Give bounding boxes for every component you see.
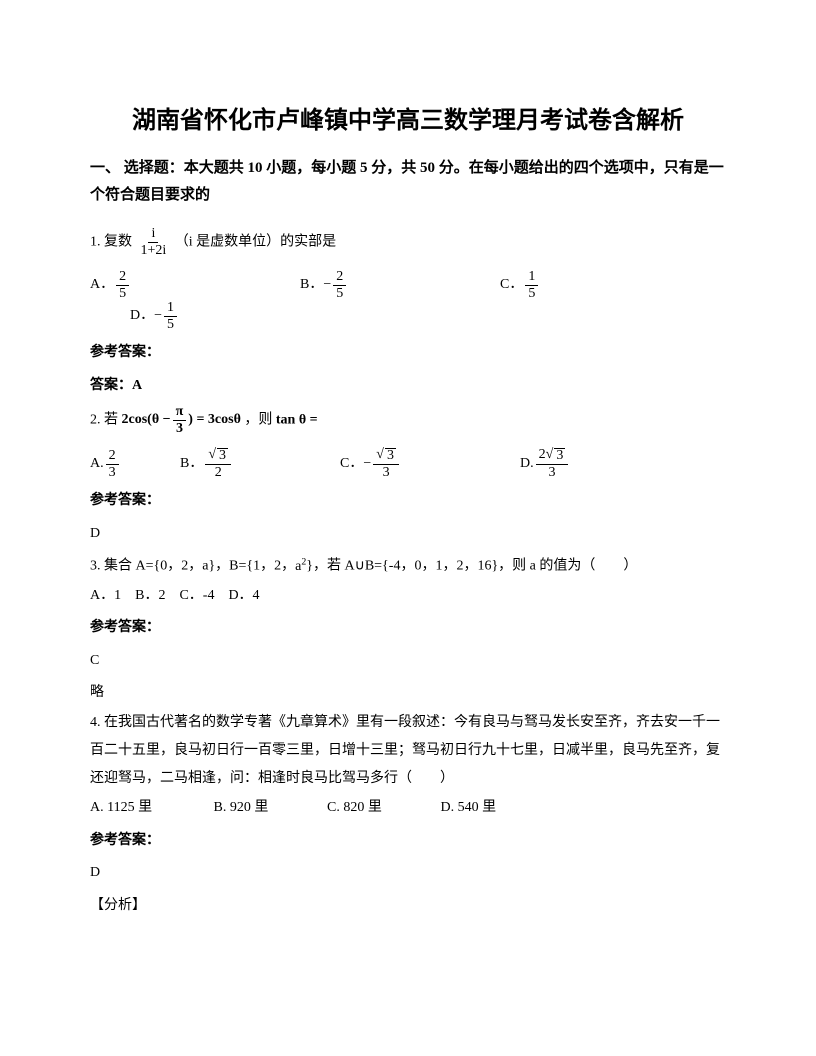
q4-options: A. 1125 里 B. 920 里 C. 820 里 D. 540 里 xyxy=(90,795,726,822)
q2-answer-ref: 参考答案： xyxy=(90,488,726,515)
question-2: 2. 若 2cos(θ − π 3 ) = 3cosθ ，则 tan θ = A… xyxy=(90,405,726,547)
minus-sign: − xyxy=(323,272,331,299)
q2-number: 2. xyxy=(90,413,104,428)
label-c: C． xyxy=(340,451,363,478)
q3-options: A．1 B．2 C．-4 D．4 xyxy=(90,583,726,610)
q2-b-frac: √3 2 xyxy=(205,448,231,480)
q2-opt-a: A. 2 3 xyxy=(90,448,170,480)
q4-opt-d: D. 540 里 xyxy=(441,795,497,822)
label-b: B． xyxy=(300,272,323,299)
q1-expr-den: 1+2i xyxy=(138,243,170,258)
label-a2: A. xyxy=(90,451,104,478)
q2-opt-c: C． − √3 3 xyxy=(340,448,510,480)
sqrt-icon: √3 xyxy=(208,448,228,463)
q1-opt-d: D． − 1 5 xyxy=(130,301,179,332)
q4-answer: D xyxy=(90,860,726,887)
q4-text: 在我国古代著名的数学专著《九章算术》里有一段叙述：今有良马与驽马发长安至齐，齐去… xyxy=(90,715,720,786)
q1-expr-frac: i 1+2i xyxy=(138,227,170,258)
section-1-header: 一、 选择题：本大题共 10 小题，每小题 5 分，共 50 分。在每小题给出的… xyxy=(90,155,726,209)
q1-opt-c: C． 1 5 xyxy=(500,270,650,301)
q2-eq-frac: π 3 xyxy=(173,405,187,436)
q2-options: A. 2 3 B． √3 2 C． − √3 3 xyxy=(90,448,726,480)
q4-opt-b: B. 920 里 xyxy=(214,795,324,822)
q1-answer: A xyxy=(132,378,142,393)
q3-omit: 略 xyxy=(90,680,726,707)
q4-stem: 4. 在我国古代著名的数学专著《九章算术》里有一段叙述：今有良马与驽马发长安至齐… xyxy=(90,709,726,793)
q3-stem: 3. 集合 A={0，2，a}，B={1，2，a2}，若 A∪B={-4，0，1… xyxy=(90,553,726,580)
q1-mid: （i 是虚数单位）的实部是 xyxy=(175,235,336,250)
q2-opt-d: D. 2√3 3 xyxy=(520,448,570,480)
q1-options: A． 2 5 B． − 2 5 C． 1 5 xyxy=(90,270,726,332)
q4-opt-c: C. 820 里 xyxy=(327,795,437,822)
exam-page: 湖南省怀化市卢峰镇中学高三数学理月考试卷含解析 一、 选择题：本大题共 10 小… xyxy=(0,0,816,1056)
q4-answer-ref: 参考答案： xyxy=(90,828,726,855)
question-1: 1. 复数 i 1+2i （i 是虚数单位）的实部是 A． 2 5 B． − 2 xyxy=(90,227,726,399)
q1-a-frac: 2 5 xyxy=(116,270,129,301)
q1-answer-ref: 参考答案： xyxy=(90,340,726,367)
q2-c-frac: √3 3 xyxy=(373,448,399,480)
q1-d-frac: 1 5 xyxy=(164,301,177,332)
q4-analysis: 【分析】 xyxy=(90,893,726,920)
q4-opt-a: A. 1125 里 xyxy=(90,795,210,822)
q2-eq: 2cos(θ − π 3 ) = 3cosθ xyxy=(122,405,241,436)
q3-line1a: 集合 A={0，2，a}，B={1，2， xyxy=(104,559,295,574)
q3-answer: C xyxy=(90,648,726,675)
q2-mid: ，则 xyxy=(244,413,276,428)
answer-is-label: 答案： xyxy=(90,378,132,393)
question-4: 4. 在我国古代著名的数学专著《九章算术》里有一段叙述：今有良马与驽马发长安至齐… xyxy=(90,709,726,919)
question-3: 3. 集合 A={0，2，a}，B={1，2，a2}，若 A∪B={-4，0，1… xyxy=(90,553,726,707)
minus-sign: − xyxy=(154,303,162,330)
q2-eq-close: ) = 3cosθ xyxy=(188,407,241,434)
q2-pre: 若 xyxy=(104,413,122,428)
q1-stem: 1. 复数 i 1+2i （i 是虚数单位）的实部是 xyxy=(90,227,726,258)
minus-sign: − xyxy=(363,451,371,478)
label-c: C． xyxy=(500,272,523,299)
sqrt-icon: √3 xyxy=(546,448,566,463)
q3-line1b: }，若 A∪B={-4，0，1，2，16}，则 a 的值为（ ） xyxy=(306,559,637,574)
q3-answer-ref: 参考答案： xyxy=(90,615,726,642)
q1-pre: 复数 xyxy=(104,235,132,250)
label-b: B． xyxy=(180,451,203,478)
q1-opt-a: A． 2 5 xyxy=(90,270,290,301)
q3-asq: a2 xyxy=(295,559,306,574)
q2-a-frac: 2 3 xyxy=(106,449,119,480)
q2-opt-b: B． √3 2 xyxy=(180,448,330,480)
q1-opt-b: B． − 2 5 xyxy=(300,270,490,301)
q1-c-frac: 1 5 xyxy=(525,270,538,301)
label-d: D． xyxy=(130,303,154,330)
label-d2: D. xyxy=(520,451,534,478)
q2-eq-left: 2cos(θ − xyxy=(122,407,171,434)
page-title: 湖南省怀化市卢峰镇中学高三数学理月考试卷含解析 xyxy=(90,100,726,135)
sqrt-icon: √3 xyxy=(376,448,396,463)
q2-answer: D xyxy=(90,521,726,548)
q2-then: tan θ = xyxy=(276,413,318,428)
q2-d-frac: 2√3 3 xyxy=(536,448,569,480)
q4-number: 4. xyxy=(90,715,104,730)
q1-b-frac: 2 5 xyxy=(333,270,346,301)
label-a: A． xyxy=(90,272,114,299)
q1-number: 1. xyxy=(90,235,104,250)
q2-stem: 2. 若 2cos(θ − π 3 ) = 3cosθ ，则 tan θ = xyxy=(90,405,726,436)
q1-expr-num: i xyxy=(148,227,158,243)
q3-number: 3. xyxy=(90,559,104,574)
q1-answer-line: 答案：A xyxy=(90,373,726,400)
